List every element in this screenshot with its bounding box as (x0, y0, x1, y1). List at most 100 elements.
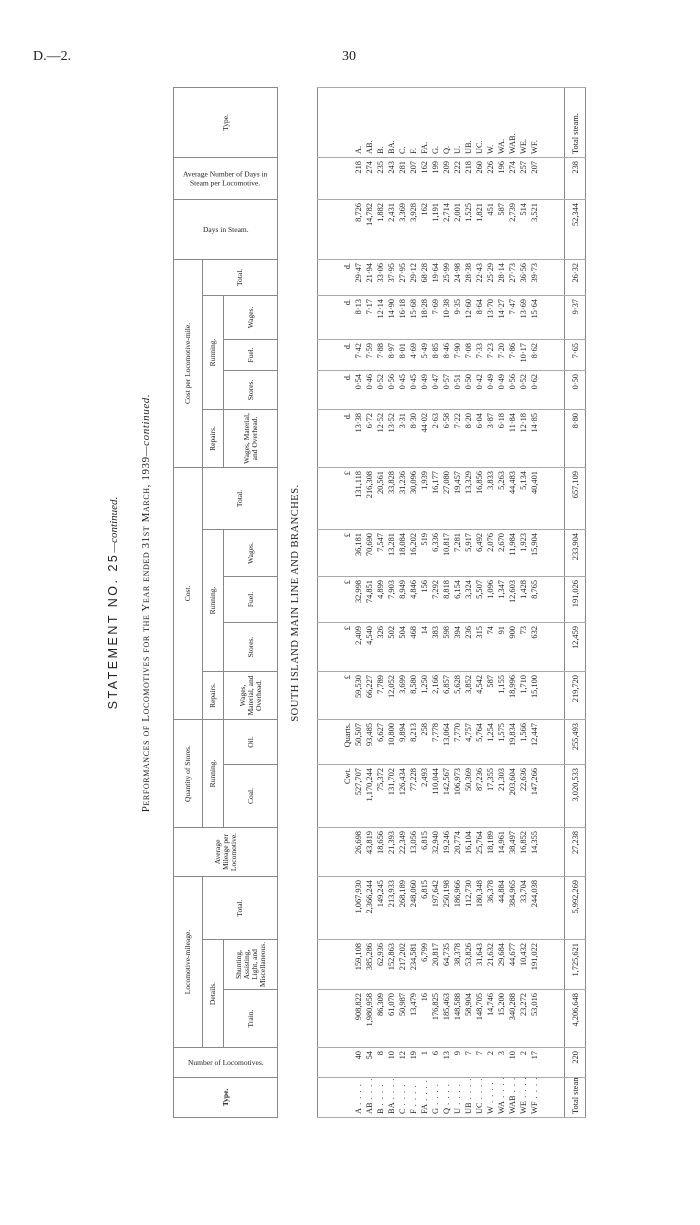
cell-shunting: 159,108 (353, 939, 364, 990)
cell-type-right: AB (364, 87, 375, 158)
cell-train: 148,588 (452, 989, 463, 1048)
cell-pm-wages: 7·47 (507, 295, 518, 340)
cell-type-right: W (485, 87, 496, 158)
empty-cell (540, 939, 565, 990)
empty-cell (540, 671, 565, 720)
cell-pm-wages: 15·68 (408, 295, 419, 340)
cell-mileage-total: 197,642 (430, 876, 441, 940)
cell-mileage-total: 248,060 (408, 876, 419, 940)
cell-locos: 13 (441, 1047, 452, 1078)
cell-oil: 12,447 (529, 719, 540, 765)
header-pm-stores: Stores. (223, 370, 278, 410)
cell-avg-mileage: 6,815 (419, 827, 430, 877)
cell-mileage-total: 33,704 (518, 876, 529, 940)
cell-cost-repairs: 1,710 (518, 671, 529, 720)
cell-pm-fuel: 7·65 (564, 339, 586, 371)
unit-cost-wages: £ (317, 529, 353, 577)
cell-pm-wages: 16·18 (397, 295, 408, 340)
cell-avg-mileage: 18,189 (485, 827, 496, 877)
cell-type-left: UC (474, 1077, 485, 1118)
cell-pm-stores: 0·62 (529, 370, 540, 410)
cell-type-left: Q (441, 1077, 452, 1118)
header-pm-wages: Wages. (223, 295, 278, 340)
cell-pm-stores: 0·45 (408, 370, 419, 410)
cell-avg-mileage: 32,940 (430, 827, 441, 877)
header-type-right: Type. (173, 87, 278, 158)
cell-cost-fuel: 6,154 (452, 576, 463, 623)
cell-pm-total: 22·43 (474, 259, 485, 296)
cell-pm-stores: 0·57 (441, 370, 452, 410)
cell-avg-mileage: 26,698 (353, 827, 364, 877)
cell-avg-mileage: 16,852 (518, 827, 529, 877)
cell-avg-days: 218 (463, 157, 474, 200)
cell-type-right: FA (419, 87, 430, 158)
cell-days: 3,369 (397, 199, 408, 260)
cell-avg-mileage: 25,764 (474, 827, 485, 877)
cell-pm-wages: 14·27 (496, 295, 507, 340)
cell-train: 53,016 (529, 989, 540, 1048)
cell-cost-stores: 74 (485, 622, 496, 672)
cell-shunting: 1,725,621 (564, 939, 586, 990)
cell-type-right: Total steam (564, 87, 586, 158)
cell-pm-repairs: 13·52 (386, 409, 397, 468)
cell-coal: 142,567 (441, 764, 452, 828)
unit-avg-days (317, 157, 353, 200)
cell-train: 50,987 (397, 989, 408, 1048)
cell-cost-fuel: 1,347 (496, 576, 507, 623)
cell-pm-wages: 8·64 (474, 295, 485, 340)
cell-cost-stores: 598 (441, 622, 452, 672)
cell-cost-fuel: 1,096 (485, 576, 496, 623)
cell-cost-fuel: 156 (419, 576, 430, 623)
cell-pm-repairs: 6·18 (496, 409, 507, 468)
cell-cost-stores: 383 (430, 622, 441, 672)
empty-cell (540, 622, 565, 672)
header-details: Details. (202, 939, 224, 1048)
cell-pm-wages: 13·70 (485, 295, 496, 340)
cell-cost-repairs: 4,542 (474, 671, 485, 720)
subtitle-text: Performances of Locomotives for the Year… (140, 456, 152, 813)
header-oil: Oil. (223, 719, 278, 765)
cell-shunting: 62,936 (375, 939, 386, 990)
cell-cost-fuel: 12,603 (507, 576, 518, 623)
empty-cell (540, 199, 565, 260)
cell-pm-fuel: 7·23 (485, 339, 496, 371)
cell-cost-stores: 900 (507, 622, 518, 672)
empty-cell (540, 529, 565, 577)
page-number: 30 (342, 49, 356, 64)
unit-cost-total: £ (317, 467, 353, 530)
cell-pm-wages: 12·60 (463, 295, 474, 340)
cell-cost-wages: 6,336 (430, 529, 441, 577)
cell-shunting: 6,799 (419, 939, 430, 990)
cell-coal: 106,973 (452, 764, 463, 828)
table-row: WE223,27210,43233,70416,85222,6361,5661,… (518, 87, 529, 1118)
cell-type-right: A (353, 87, 364, 158)
cell-avg-mileage: 14,355 (529, 827, 540, 877)
cell-cost-fuel: 4,899 (375, 576, 386, 623)
cell-cost-stores: 468 (408, 622, 419, 672)
cell-avg-mileage: 43,819 (364, 827, 375, 877)
cell-cost-repairs: 8,580 (408, 671, 419, 720)
cell-pm-stores: 0·45 (397, 370, 408, 410)
cell-oil: 5,764 (474, 719, 485, 765)
cell-oil: 19,834 (507, 719, 518, 765)
cell-type-right: BA (386, 87, 397, 158)
cell-cost-total: 13,329 (463, 467, 474, 530)
cell-pm-fuel: 5·49 (419, 339, 430, 371)
table-row: FA1166,7996,8156,8152,4932581,2501415651… (419, 87, 430, 1118)
cell-cost-total: 131,118 (353, 467, 364, 530)
cell-type-left: A (353, 1077, 364, 1118)
cell-cost-wages: 36,181 (353, 529, 364, 577)
cell-cost-stores: 2,409 (353, 622, 364, 672)
cell-cost-repairs: 5,628 (452, 671, 463, 720)
header-shunting: Shunting, Assisting, Light, and Miscella… (223, 939, 278, 990)
cell-avg-mileage: 18,656 (375, 827, 386, 877)
cell-avg-days: 235 (375, 157, 386, 200)
cell-pm-wages: 10·38 (441, 295, 452, 340)
header-coal: Coal. (223, 764, 278, 828)
table-row: WA315,20029,68444,88414,96121,3031,5751,… (496, 87, 507, 1118)
cell-pm-repairs: 12·18 (518, 409, 529, 468)
cell-cost-wages: 7,281 (452, 529, 463, 577)
cell-train: 13,479 (408, 989, 419, 1048)
cell-pm-fuel: 8·46 (441, 339, 452, 371)
cell-shunting: 20,817 (430, 939, 441, 990)
